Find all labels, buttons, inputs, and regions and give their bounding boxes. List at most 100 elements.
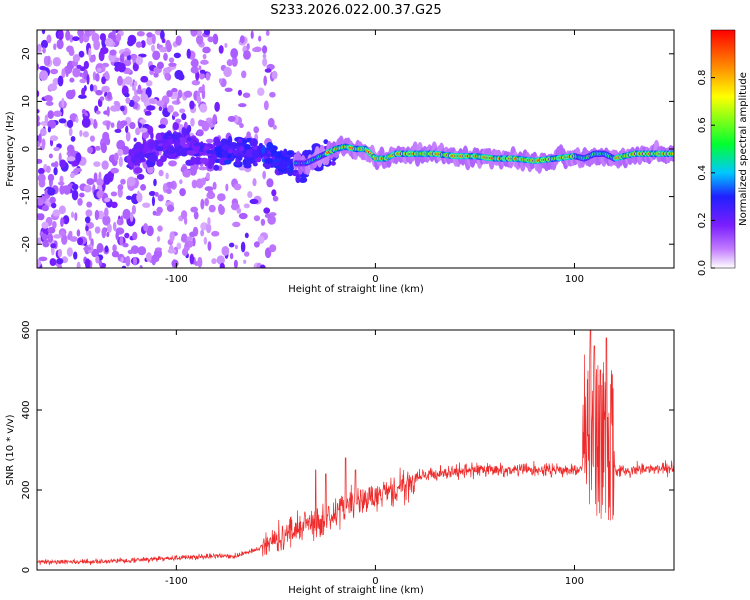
spectrogram-cell xyxy=(37,63,40,71)
spectrogram-cell xyxy=(48,83,58,92)
spectrogram-cell xyxy=(125,97,131,104)
spectrogram-cell xyxy=(226,59,233,67)
spectrogram-cell xyxy=(190,66,199,74)
spectrogram-cell xyxy=(98,259,103,267)
spectrogram-cell xyxy=(243,50,251,60)
spectrogram-cell xyxy=(323,139,329,145)
spectrogram-cell xyxy=(37,173,46,183)
spectrogram-cell xyxy=(277,161,288,170)
spectrogram-cell xyxy=(70,136,76,142)
spectrogram-cell xyxy=(262,57,268,67)
spectrogram-cell xyxy=(75,116,79,123)
spectrogram-cell xyxy=(81,117,91,128)
spectrogram-cell xyxy=(215,147,222,157)
spectrogram-cell xyxy=(214,101,220,112)
spectrogram-cell xyxy=(142,131,150,139)
spectrogram-cell xyxy=(165,172,169,180)
spectrogram-cell xyxy=(41,204,49,212)
spectrogram-cell xyxy=(83,184,92,193)
spectrogram-cell xyxy=(60,217,64,228)
spectrogram-cell xyxy=(219,262,225,268)
spectrogram-cell xyxy=(204,197,209,207)
spectrogram-cell xyxy=(143,143,150,153)
spectrogram-cell xyxy=(151,33,156,45)
spectrogram-cell xyxy=(218,205,225,216)
spectrogram-cell xyxy=(189,231,196,238)
spectrogram-cell xyxy=(233,183,242,191)
spectrogram-cell xyxy=(125,125,129,134)
spectrogram-cell xyxy=(295,174,301,184)
spectrogram-cell xyxy=(249,138,258,147)
spectrogram-cell xyxy=(261,45,268,54)
spectrogram-cell xyxy=(51,162,56,167)
snr-axes: -100 0 100 0 200 400 600 xyxy=(21,320,674,587)
spectrogram-cell xyxy=(179,108,186,114)
spectrogram-cell xyxy=(202,53,207,60)
snr-y-tick-label: 200 xyxy=(21,480,32,499)
spectrogram-cell xyxy=(94,209,100,221)
spectrogram-cell xyxy=(66,156,76,162)
spectrogram-cell xyxy=(152,210,157,216)
spectrogram-cell xyxy=(65,68,69,78)
spectrogram-cell xyxy=(198,166,207,171)
spectrogram-cell xyxy=(52,209,61,217)
spectrogram-cell xyxy=(263,100,269,111)
spectrogram-cell xyxy=(201,84,205,92)
spectrogram-cell xyxy=(84,258,91,268)
spectrogram-cell xyxy=(65,30,71,41)
spectrogram-cell xyxy=(201,120,210,132)
spectrogram-cell xyxy=(61,234,68,245)
spectrogram-cell xyxy=(112,244,117,252)
spectrogram-cell xyxy=(119,105,125,112)
spectrogram-cell xyxy=(53,43,57,51)
spectrogram-cell xyxy=(151,44,156,53)
spectrogram-cell xyxy=(59,175,64,184)
snr-background xyxy=(37,330,674,570)
spectrogram-cell xyxy=(104,245,109,253)
spectrogram-cell xyxy=(127,39,134,47)
spectrogram-cell xyxy=(114,128,122,133)
spectrogram-cell xyxy=(71,189,79,201)
spectrogram-cell xyxy=(159,117,169,127)
spectrogram-cell xyxy=(83,60,89,70)
spectrogram-cell xyxy=(100,46,109,55)
spectrogram-cell xyxy=(125,131,131,142)
spectrogram-cell xyxy=(132,95,141,103)
spectrogram-cell xyxy=(146,225,154,237)
spectrogram-cell xyxy=(235,142,244,147)
spectrogram-cell xyxy=(111,250,120,258)
spectrogram-cell xyxy=(57,30,64,41)
spectrogram-cell xyxy=(59,159,67,168)
spectrogram-cell xyxy=(186,48,191,59)
spectrogram-cell xyxy=(235,161,241,166)
spectrogram-cell xyxy=(114,57,120,62)
spectrogram-cell xyxy=(205,72,211,81)
colorbar-tick-label: 0.6 xyxy=(697,117,708,133)
spectrogram-cell xyxy=(179,179,183,185)
spectrogram-cell xyxy=(79,192,85,198)
spectrogram-cell xyxy=(273,161,280,167)
spectrogram-cell xyxy=(99,96,105,101)
spectrogram-cell xyxy=(77,30,84,37)
spectrogram-cell xyxy=(202,46,211,54)
spectrogram-cell xyxy=(44,95,53,101)
spectrogram-cell xyxy=(271,70,278,80)
spectrogram-cell xyxy=(88,47,92,59)
spectrogram-cell xyxy=(169,231,175,242)
spectrogram-cell xyxy=(243,251,250,257)
spectrogram-cell xyxy=(158,106,163,111)
spectrogram-cell xyxy=(95,255,100,264)
spectrogram-cell xyxy=(168,62,177,67)
spectrogram-cell xyxy=(49,258,57,267)
spectrogram-cell xyxy=(120,256,124,263)
spectrogram-cell xyxy=(257,87,265,96)
spectrogram-cell xyxy=(149,154,158,163)
spectrogram-cell xyxy=(66,45,74,53)
spectrogram-cell xyxy=(246,43,250,50)
spectrogram-cell xyxy=(247,191,253,198)
spectrogram-cell xyxy=(252,162,258,167)
spectrogram-cell xyxy=(113,100,120,106)
spectrogram-cell xyxy=(40,39,49,49)
spectrogram-cell xyxy=(157,225,163,232)
spectrogram-cell xyxy=(218,78,222,84)
